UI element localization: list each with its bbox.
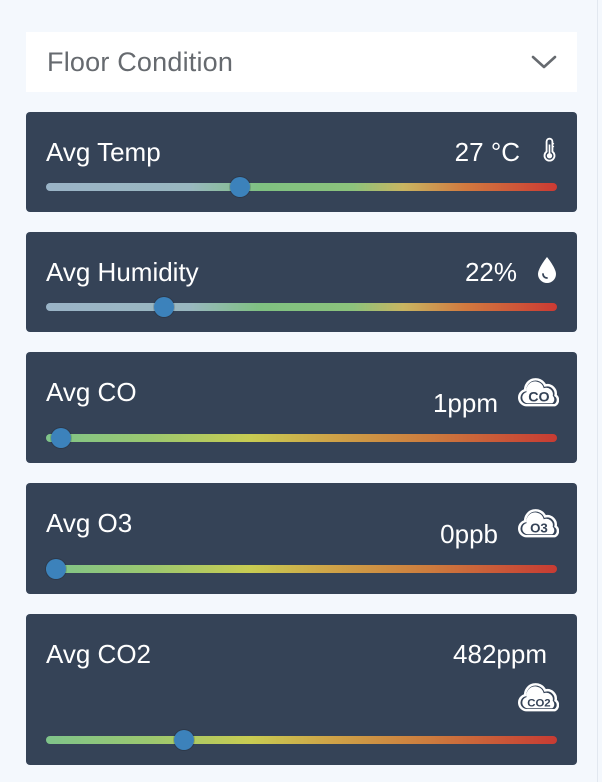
avg-co2-slider-knob[interactable] — [173, 730, 194, 750]
co-icon-label: CO — [528, 389, 549, 405]
avg-temp-slider-track — [46, 177, 557, 197]
avg-temp-slider-knob[interactable] — [230, 177, 251, 197]
avg-co-title: Avg CO — [46, 377, 137, 407]
avg-temp-value: 27 °C — [454, 137, 520, 167]
co-cloud-icon: CO — [518, 378, 559, 407]
avg-humidity-card: Avg Humidity 22% — [26, 232, 577, 332]
avg-co2-slider-track — [46, 730, 557, 750]
avg-co2-title: Avg CO2 — [46, 639, 152, 669]
avg-o3-card: Avg O3 0ppb O3 — [26, 483, 577, 594]
avg-o3-slider-track — [46, 559, 557, 579]
avg-temp-card: Avg Temp 27 °C — [26, 112, 577, 212]
avg-temp-title: Avg Temp — [46, 137, 161, 167]
avg-co2-value: 482ppm — [453, 639, 547, 669]
avg-co-slider-knob[interactable] — [51, 428, 72, 448]
dropdown-label: Floor Condition — [47, 46, 234, 77]
o3-cloud-icon: O3 — [518, 509, 559, 538]
floor-condition-dropdown[interactable]: Floor Condition — [26, 32, 577, 92]
avg-o3-slider-knob[interactable] — [46, 559, 67, 579]
chevron-down-icon — [531, 55, 557, 69]
avg-humidity-title: Avg Humidity — [46, 257, 199, 287]
avg-humidity-slider-track — [46, 297, 557, 317]
co2-cloud-icon: CO2 — [518, 683, 559, 712]
avg-o3-value: 0ppb — [440, 519, 498, 549]
panel-border — [597, 0, 598, 782]
avg-co-value: 1ppm — [432, 388, 498, 418]
avg-co-slider-track — [46, 428, 557, 448]
avg-co2-card: Avg CO2 482ppm CO2 — [26, 614, 577, 765]
avg-humidity-slider-knob[interactable] — [153, 297, 174, 317]
co2-icon-label: CO2 — [527, 697, 550, 709]
avg-humidity-value: 22% — [464, 257, 517, 287]
avg-co-card: Avg CO 1ppm CO — [26, 352, 577, 463]
thermometer-icon — [543, 137, 556, 162]
avg-o3-title: Avg O3 — [46, 508, 133, 538]
o3-icon-label: O3 — [530, 520, 548, 535]
water-drop-icon — [538, 257, 556, 283]
